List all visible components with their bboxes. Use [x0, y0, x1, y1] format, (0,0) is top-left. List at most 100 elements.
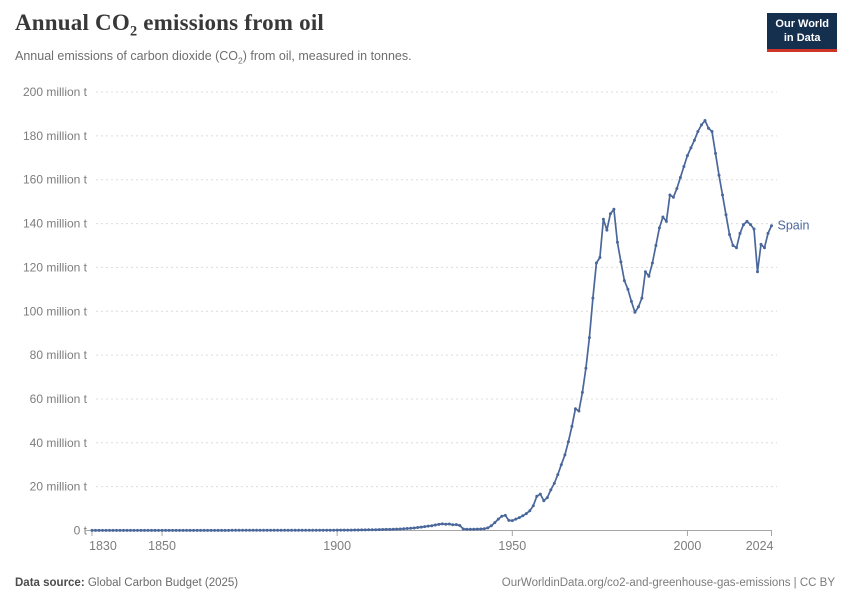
data-point[interactable] — [356, 528, 360, 532]
data-point[interactable] — [493, 521, 497, 525]
data-point[interactable] — [605, 228, 609, 232]
data-point[interactable] — [717, 173, 721, 177]
data-point[interactable] — [440, 522, 444, 526]
data-point[interactable] — [710, 130, 714, 133]
data-point[interactable] — [510, 519, 514, 523]
data-point[interactable] — [342, 528, 346, 532]
data-point[interactable] — [514, 517, 518, 521]
data-point[interactable] — [570, 424, 574, 428]
data-point[interactable] — [584, 366, 588, 370]
data-point[interactable] — [94, 528, 97, 532]
data-point[interactable] — [360, 528, 364, 532]
data-point[interactable] — [545, 496, 549, 500]
data-point[interactable] — [206, 528, 210, 532]
data-point[interactable] — [721, 193, 724, 197]
data-point[interactable] — [216, 528, 220, 532]
data-point[interactable] — [650, 261, 654, 265]
data-point[interactable] — [756, 270, 759, 274]
data-point[interactable] — [742, 223, 745, 227]
data-point[interactable] — [283, 528, 287, 532]
data-point[interactable] — [517, 516, 521, 520]
data-point[interactable] — [90, 528, 94, 532]
data-point[interactable] — [749, 223, 752, 227]
data-point[interactable] — [223, 528, 227, 532]
data-point[interactable] — [272, 528, 276, 532]
data-point[interactable] — [374, 528, 378, 532]
data-point[interactable] — [682, 165, 686, 168]
series-end-label[interactable]: Spain — [778, 219, 810, 233]
data-point[interactable] — [563, 453, 567, 457]
data-point[interactable] — [115, 528, 118, 532]
data-point[interactable] — [192, 528, 196, 532]
data-point[interactable] — [398, 527, 402, 531]
data-point[interactable] — [622, 279, 626, 283]
data-point[interactable] — [619, 260, 623, 264]
data-point[interactable] — [237, 528, 241, 532]
data-point[interactable] — [468, 527, 472, 531]
data-point[interactable] — [696, 130, 700, 133]
data-point[interactable] — [472, 527, 476, 531]
owid-logo[interactable]: Our World in Data — [767, 13, 837, 52]
data-point[interactable] — [157, 528, 160, 532]
data-point[interactable] — [377, 528, 381, 532]
data-point[interactable] — [108, 528, 111, 532]
data-point[interactable] — [363, 528, 367, 532]
data-point[interactable] — [328, 528, 332, 532]
data-point[interactable] — [419, 525, 423, 529]
data-point[interactable] — [318, 528, 322, 532]
data-point[interactable] — [122, 528, 125, 532]
data-point[interactable] — [594, 261, 598, 265]
data-point[interactable] — [381, 528, 385, 531]
data-point[interactable] — [132, 528, 136, 532]
data-point[interactable] — [465, 527, 469, 531]
data-point[interactable] — [538, 492, 542, 496]
data-point[interactable] — [486, 526, 490, 530]
data-point[interactable] — [678, 176, 682, 179]
data-point[interactable] — [300, 528, 304, 532]
data-point[interactable] — [601, 217, 605, 221]
data-point[interactable] — [738, 231, 742, 235]
data-point[interactable] — [612, 207, 616, 211]
data-point[interactable] — [171, 528, 175, 532]
data-point[interactable] — [535, 494, 539, 498]
data-point[interactable] — [311, 528, 315, 532]
data-point[interactable] — [577, 409, 581, 413]
data-point[interactable] — [276, 528, 280, 532]
data-point[interactable] — [685, 154, 689, 158]
data-point[interactable] — [703, 119, 707, 122]
data-point[interactable] — [482, 527, 486, 531]
data-point[interactable] — [423, 525, 427, 529]
data-point[interactable] — [458, 524, 462, 527]
data-point[interactable] — [241, 528, 245, 532]
data-point[interactable] — [500, 514, 504, 518]
data-point[interactable] — [587, 336, 591, 340]
data-point[interactable] — [255, 528, 259, 532]
data-point[interactable] — [227, 528, 231, 532]
data-point[interactable] — [479, 527, 483, 531]
data-point[interactable] — [714, 151, 717, 155]
data-point[interactable] — [230, 528, 234, 532]
data-point[interactable] — [559, 463, 563, 467]
data-point[interactable] — [640, 296, 644, 300]
data-point[interactable] — [657, 226, 661, 230]
data-point[interactable] — [367, 528, 371, 532]
data-point[interactable] — [430, 524, 434, 528]
data-point[interactable] — [626, 287, 630, 291]
data-point[interactable] — [125, 528, 129, 532]
data-point[interactable] — [405, 527, 409, 530]
data-point[interactable] — [556, 473, 560, 477]
data-point[interactable] — [521, 514, 525, 518]
data-point[interactable] — [314, 528, 318, 532]
data-point[interactable] — [426, 524, 430, 528]
data-point[interactable] — [735, 246, 738, 250]
data-point[interactable] — [118, 528, 122, 532]
data-point[interactable] — [293, 528, 297, 532]
data-point[interactable] — [503, 513, 507, 517]
data-point[interactable] — [437, 522, 441, 526]
data-point[interactable] — [549, 488, 553, 492]
data-point[interactable] — [496, 517, 500, 521]
data-point[interactable] — [444, 522, 448, 526]
data-point[interactable] — [745, 219, 749, 223]
data-point[interactable] — [321, 528, 325, 532]
data-point[interactable] — [244, 528, 248, 532]
